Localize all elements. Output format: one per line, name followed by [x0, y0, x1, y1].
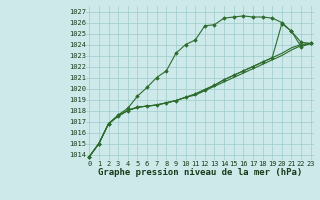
X-axis label: Graphe pression niveau de la mer (hPa): Graphe pression niveau de la mer (hPa) — [98, 168, 302, 177]
